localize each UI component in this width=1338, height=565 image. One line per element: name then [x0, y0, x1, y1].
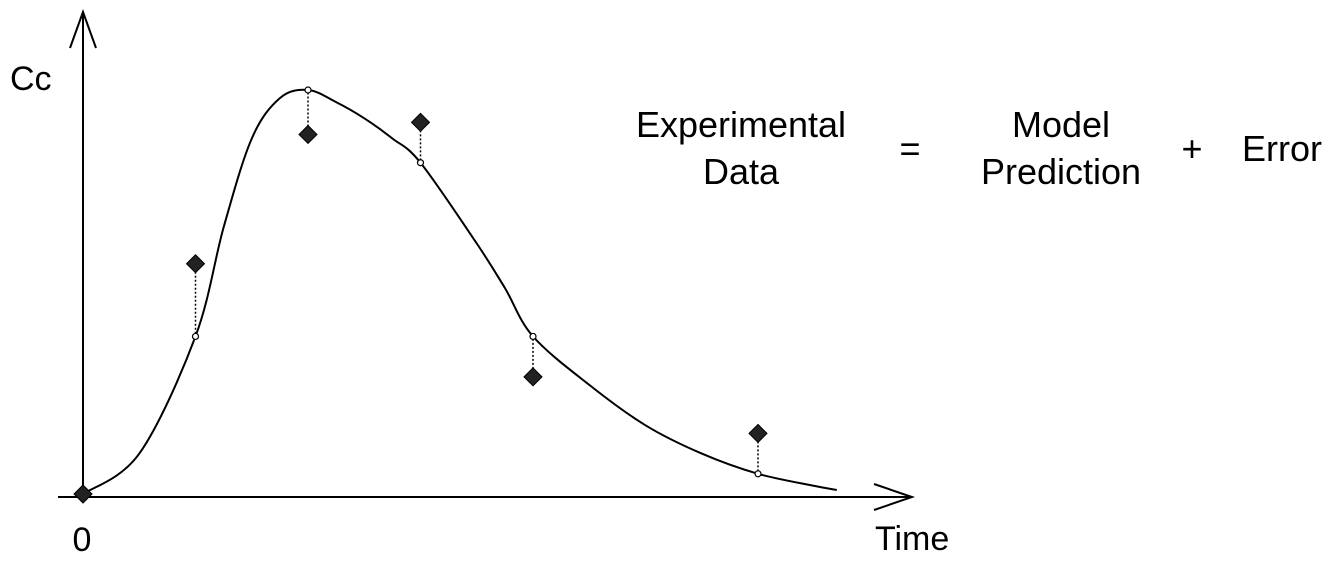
observed-point-3 [410, 112, 431, 133]
observed-point-0 [73, 484, 93, 504]
predicted-point-4 [529, 332, 537, 341]
origin-label: 0 [73, 521, 92, 559]
axes [58, 9, 916, 511]
observed-point-4 [523, 367, 543, 387]
y-axis-arrow-icon [69, 9, 97, 49]
y-axis-label: Cc [10, 60, 52, 98]
observed-points [73, 112, 768, 504]
equation: Experimental Data = Model Prediction + E… [636, 104, 1322, 192]
predicted-point-2 [304, 86, 312, 94]
equation-term-data: Data [703, 151, 780, 192]
equation-equals-sign: = [899, 128, 920, 169]
predicted-point-5 [754, 470, 762, 478]
equation-term-model: Model [1012, 104, 1110, 145]
equation-term-experimental: Experimental [636, 104, 846, 145]
predicted-point-3 [416, 159, 425, 167]
predicted-point-1 [191, 332, 200, 341]
x-axis-arrow-icon [873, 483, 916, 511]
observed-point-5 [748, 423, 768, 444]
equation-term-error: Error [1242, 128, 1322, 169]
model-prediction-curve [82, 88, 837, 495]
equation-term-prediction: Prediction [981, 151, 1141, 192]
x-axis-label: Time [875, 520, 949, 558]
residual-lines [194, 90, 759, 474]
equation-plus-sign: + [1181, 128, 1202, 169]
predicted-points [191, 86, 762, 478]
observed-point-1 [185, 254, 206, 274]
observed-point-2 [298, 124, 318, 145]
